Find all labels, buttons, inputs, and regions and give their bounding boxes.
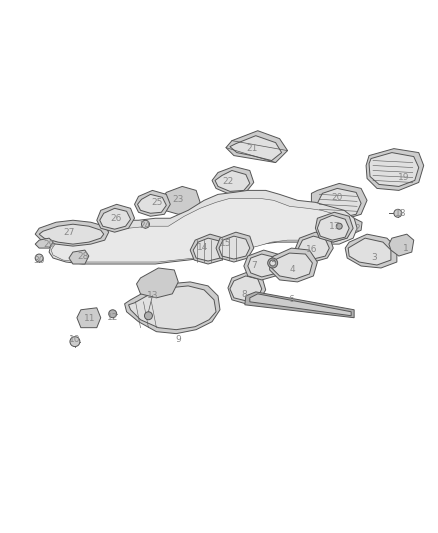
Polygon shape <box>215 171 250 191</box>
Polygon shape <box>138 195 166 213</box>
Circle shape <box>35 254 43 262</box>
Text: 21: 21 <box>246 144 258 153</box>
Text: 29: 29 <box>43 240 55 248</box>
Text: 27: 27 <box>63 228 74 237</box>
Polygon shape <box>348 238 391 265</box>
Text: 2: 2 <box>354 224 360 233</box>
Text: 19: 19 <box>398 173 410 182</box>
Circle shape <box>394 209 402 217</box>
Text: 24: 24 <box>140 221 151 230</box>
Polygon shape <box>51 198 351 262</box>
Polygon shape <box>244 250 282 280</box>
Polygon shape <box>315 212 353 242</box>
Circle shape <box>268 258 278 268</box>
Text: 17: 17 <box>328 222 340 231</box>
Polygon shape <box>272 253 312 279</box>
Polygon shape <box>345 234 397 268</box>
Circle shape <box>336 223 342 229</box>
Polygon shape <box>311 183 367 220</box>
Polygon shape <box>389 234 414 256</box>
Polygon shape <box>35 220 109 246</box>
Polygon shape <box>226 131 288 163</box>
Polygon shape <box>49 190 357 264</box>
Polygon shape <box>134 190 170 216</box>
Text: 8: 8 <box>241 290 247 300</box>
Text: 30: 30 <box>33 255 45 264</box>
Polygon shape <box>369 152 419 187</box>
Circle shape <box>141 220 149 228</box>
Circle shape <box>145 312 152 320</box>
Polygon shape <box>341 218 362 234</box>
Text: 5: 5 <box>271 259 276 268</box>
Text: 11: 11 <box>84 314 95 323</box>
Text: 9: 9 <box>175 335 181 344</box>
Polygon shape <box>270 248 318 282</box>
Text: 3: 3 <box>371 253 377 262</box>
Circle shape <box>270 260 276 266</box>
Text: 10: 10 <box>69 335 81 344</box>
Polygon shape <box>160 187 200 214</box>
Polygon shape <box>318 215 349 240</box>
Text: 1: 1 <box>403 244 409 253</box>
Polygon shape <box>228 272 266 304</box>
Circle shape <box>70 337 80 346</box>
Polygon shape <box>69 250 89 264</box>
Polygon shape <box>39 224 104 244</box>
Text: 20: 20 <box>332 193 343 202</box>
Polygon shape <box>129 286 216 330</box>
Polygon shape <box>190 234 228 264</box>
Text: 25: 25 <box>152 198 163 207</box>
Polygon shape <box>230 276 262 301</box>
Polygon shape <box>316 188 361 218</box>
Polygon shape <box>100 208 131 229</box>
Text: 4: 4 <box>290 265 295 274</box>
Circle shape <box>109 310 117 318</box>
Polygon shape <box>137 268 178 298</box>
Text: 16: 16 <box>306 245 317 254</box>
Text: 18: 18 <box>395 209 406 218</box>
Polygon shape <box>124 282 220 334</box>
Text: 13: 13 <box>147 292 158 301</box>
Polygon shape <box>212 166 254 195</box>
Polygon shape <box>296 232 333 262</box>
Text: 26: 26 <box>110 214 121 223</box>
Polygon shape <box>97 204 134 232</box>
Polygon shape <box>250 294 351 316</box>
Polygon shape <box>230 136 282 160</box>
Text: 15: 15 <box>220 239 232 248</box>
Polygon shape <box>216 232 254 262</box>
Polygon shape <box>77 308 101 328</box>
Polygon shape <box>366 149 424 190</box>
Text: 22: 22 <box>223 177 233 186</box>
Text: 12: 12 <box>107 313 118 322</box>
Text: 7: 7 <box>251 261 257 270</box>
Polygon shape <box>298 236 329 259</box>
Polygon shape <box>248 254 278 277</box>
Text: 6: 6 <box>289 295 294 304</box>
Polygon shape <box>35 238 53 248</box>
Text: 23: 23 <box>173 195 184 204</box>
Text: 14: 14 <box>198 243 209 252</box>
Polygon shape <box>219 236 250 259</box>
Polygon shape <box>193 238 224 261</box>
Text: 28: 28 <box>77 252 88 261</box>
Polygon shape <box>245 292 354 318</box>
